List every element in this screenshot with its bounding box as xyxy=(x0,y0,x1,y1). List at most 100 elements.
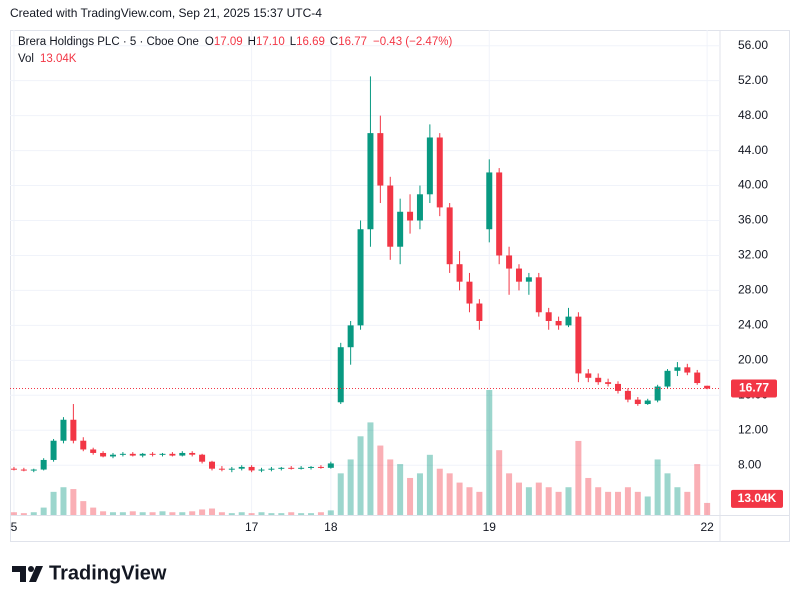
candle-body xyxy=(555,321,562,326)
legend-key: H xyxy=(248,36,256,48)
candle-body xyxy=(50,440,57,460)
candle-body xyxy=(298,467,305,469)
candle-body xyxy=(70,419,77,441)
candle-body xyxy=(535,277,542,313)
volume-layer xyxy=(10,390,711,515)
legend-value: 17.10 xyxy=(256,36,285,48)
candle-body xyxy=(60,419,67,441)
volume-bar xyxy=(159,511,166,515)
volume-bar xyxy=(644,496,651,515)
y-tick-label: 52.00 xyxy=(738,73,768,87)
candle-body xyxy=(565,316,572,326)
legend-key: C xyxy=(330,36,338,48)
volume-bar xyxy=(209,508,216,515)
candle-body xyxy=(149,453,156,455)
volume-bar xyxy=(496,450,503,515)
volume-bar xyxy=(268,513,275,515)
candle-body xyxy=(129,453,136,456)
candle-body xyxy=(704,385,711,389)
volume-bar xyxy=(70,489,77,515)
legend-key: L xyxy=(290,36,297,48)
volume-legend-value: 13.04K xyxy=(40,53,77,65)
candle-body xyxy=(109,454,116,457)
volume-bar xyxy=(308,513,315,515)
candle-body xyxy=(506,255,513,269)
candle-body xyxy=(486,172,493,230)
candle-body xyxy=(209,461,216,469)
volume-bar xyxy=(40,507,47,515)
volume-bar xyxy=(575,440,582,515)
candle-body xyxy=(139,453,146,456)
y-tick-label: 36.00 xyxy=(738,213,768,227)
candle-body xyxy=(288,467,295,469)
volume-legend-label: Vol xyxy=(18,53,34,65)
caption: Created with TradingView.com, Sep 21, 20… xyxy=(10,6,322,20)
volume-bar xyxy=(90,507,97,515)
candle-body xyxy=(456,264,463,282)
last-price-label: 16.77 xyxy=(739,381,769,395)
y-tick-label: 24.00 xyxy=(738,318,768,332)
volume-bar xyxy=(278,513,285,515)
volume-bar xyxy=(634,491,641,515)
candle-body xyxy=(674,367,681,371)
volume-bar xyxy=(555,491,562,515)
candle-body xyxy=(397,211,404,247)
y-tick-label: 32.00 xyxy=(738,248,768,262)
volume-bar xyxy=(486,390,493,515)
y-tick-label: 40.00 xyxy=(738,178,768,192)
volume-bar xyxy=(585,477,592,515)
last-volume-label: 13.04K xyxy=(738,491,777,505)
volume-bar xyxy=(80,501,87,515)
volume-bar xyxy=(298,513,305,515)
volume-bar xyxy=(367,422,374,515)
candle-body xyxy=(426,137,433,195)
candle-body xyxy=(199,454,206,462)
legend-name: Brera Holdings PLC · 5 · Cboe One xyxy=(18,36,199,48)
candle-body xyxy=(664,370,671,387)
volume-bar xyxy=(694,464,701,515)
candle-body xyxy=(515,268,522,282)
candle-layer xyxy=(10,76,720,473)
candle-body xyxy=(605,382,612,384)
candle-body xyxy=(278,467,285,469)
candle-body xyxy=(545,312,552,321)
legend: Brera Holdings PLC · 5 · Cboe One O17.09 H… xyxy=(18,36,452,48)
volume-bar xyxy=(704,502,711,515)
candle-body xyxy=(407,211,414,221)
candle-body xyxy=(357,229,364,326)
volume-bar xyxy=(357,436,364,515)
candle-body xyxy=(169,453,176,456)
volume-bar xyxy=(129,511,136,515)
grid xyxy=(10,30,720,515)
candle-body xyxy=(466,281,473,304)
x-tick-label: 17 xyxy=(245,520,259,534)
candle-body xyxy=(595,377,602,383)
candle-body xyxy=(218,468,225,470)
volume-bar xyxy=(377,445,384,515)
volume-bar xyxy=(327,510,334,515)
last-price-box xyxy=(731,379,777,398)
candle-body xyxy=(317,466,324,468)
volume-bar xyxy=(476,491,483,515)
y-tick-label: 20.00 xyxy=(738,352,768,366)
volume-bar xyxy=(317,512,324,515)
volume-bar xyxy=(674,487,681,515)
candle-body xyxy=(476,303,483,321)
volume-bar xyxy=(347,459,354,515)
volume-bar xyxy=(446,473,453,515)
candle-body xyxy=(575,316,582,374)
volume-bar xyxy=(397,464,404,515)
candle-body xyxy=(308,466,315,468)
volume-bar xyxy=(189,511,196,515)
volume-bar xyxy=(387,459,394,515)
legend-value: 17.09 xyxy=(214,36,243,48)
legend-value: 16.77 xyxy=(338,36,367,48)
volume-bar xyxy=(50,491,57,515)
footer-logo xyxy=(12,566,43,582)
candle-body xyxy=(654,386,661,401)
candle-body xyxy=(416,194,423,221)
volume-bar xyxy=(436,468,443,515)
volume-bar xyxy=(624,487,631,515)
candle-body xyxy=(694,372,701,384)
